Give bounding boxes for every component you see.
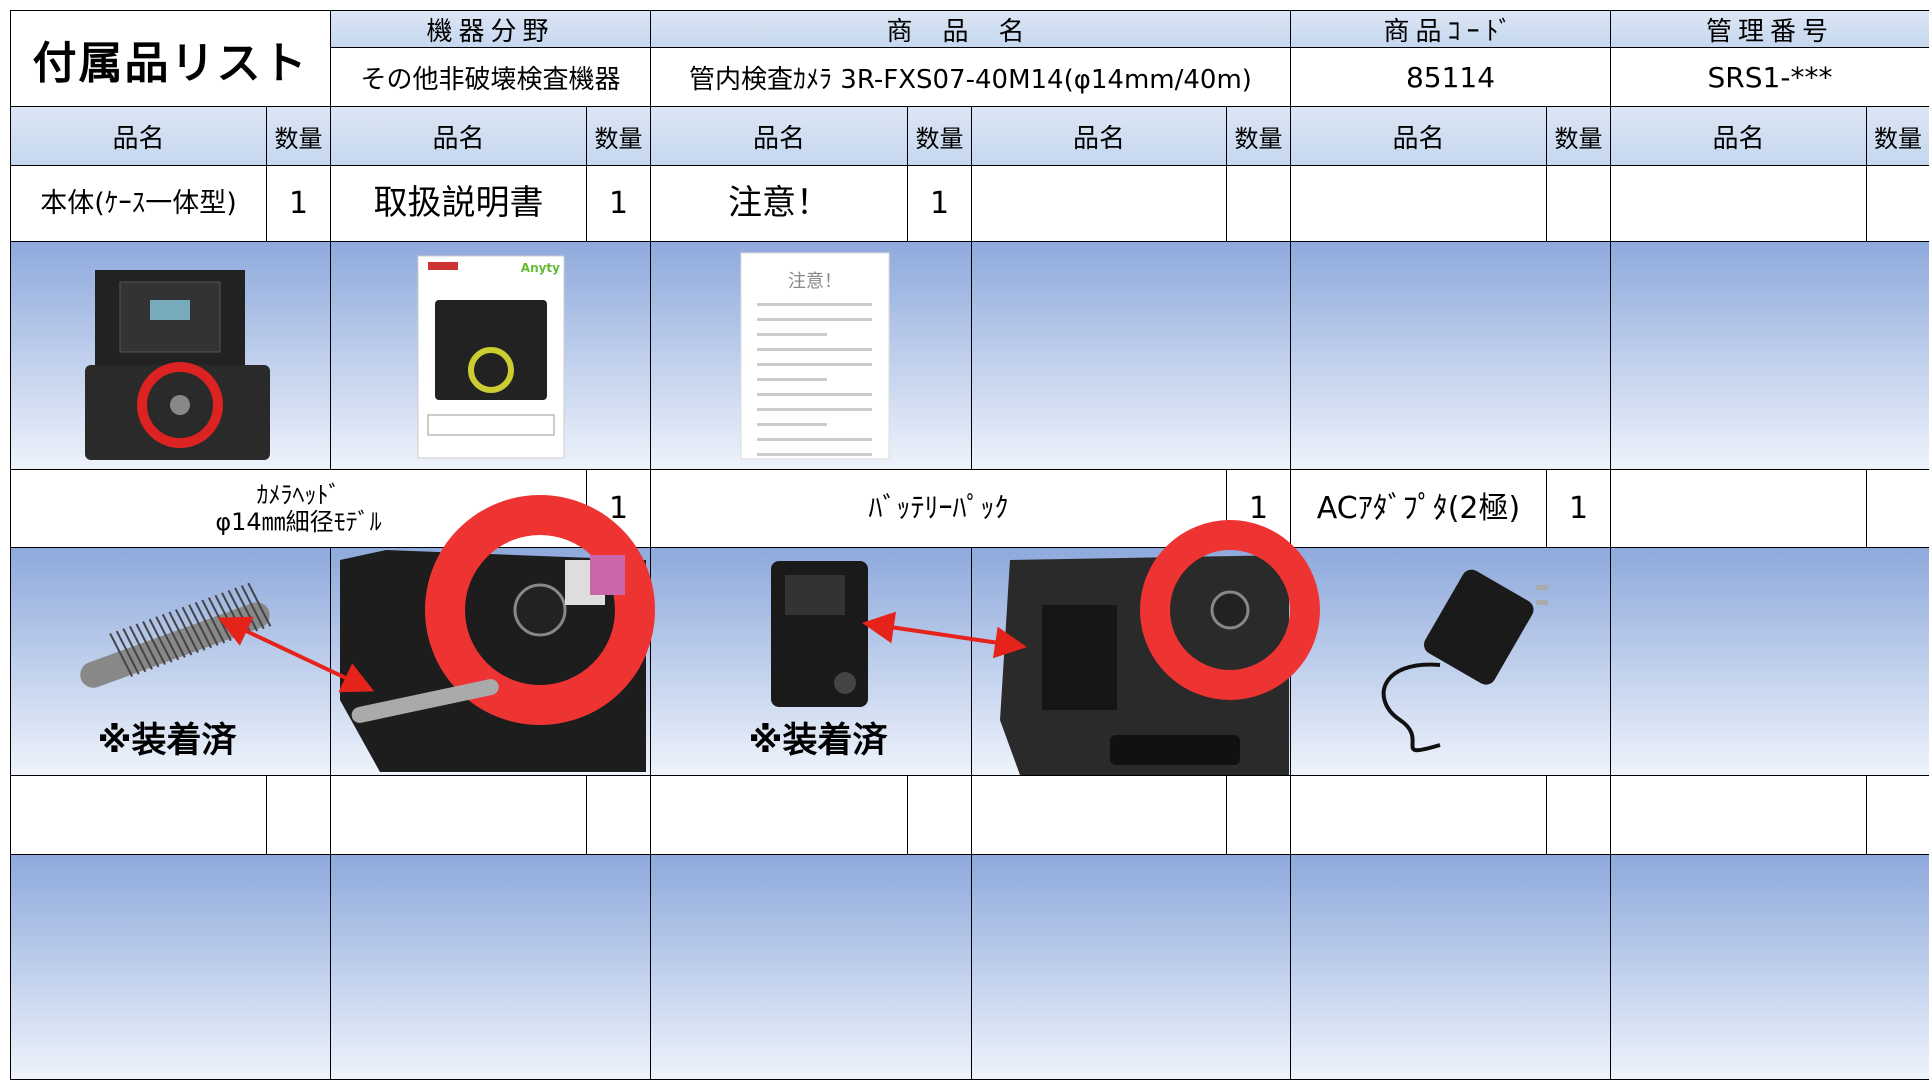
ac-adapter-image bbox=[1381, 569, 1548, 753]
management-value: SRS1-*** bbox=[1610, 47, 1929, 107]
battery-image bbox=[771, 561, 868, 707]
image-cell bbox=[971, 241, 1291, 470]
item-name: ACｱﾀﾞﾌﾟﾀ(2極) bbox=[1290, 469, 1547, 548]
column-header-name: 品名 bbox=[971, 106, 1227, 166]
reel-image bbox=[340, 495, 655, 772]
product-label: 商品名 bbox=[650, 10, 1291, 48]
manual-image: Anyty bbox=[417, 255, 565, 459]
note-title: 注意！ bbox=[788, 271, 842, 292]
code-label: 商品ｺｰﾄﾞ bbox=[1290, 10, 1611, 48]
battery-in-case-image bbox=[1000, 520, 1320, 775]
image-cell bbox=[1610, 854, 1929, 1080]
column-header-name: 品名 bbox=[650, 106, 908, 166]
annotation: ※装着済 bbox=[97, 721, 237, 761]
column-header-name: 品名 bbox=[1290, 106, 1547, 166]
column-header-name: 品名 bbox=[1610, 106, 1867, 166]
camera-head-image bbox=[80, 582, 272, 688]
image-cell bbox=[1290, 854, 1611, 1080]
image-cell bbox=[1290, 241, 1611, 470]
category-label: 機器分野 bbox=[330, 10, 651, 48]
note-image: 注意！ bbox=[740, 252, 890, 460]
column-header-name: 品名 bbox=[10, 106, 267, 166]
column-header-qty: 数量 bbox=[586, 106, 651, 166]
image-cell bbox=[971, 854, 1291, 1080]
image-cell bbox=[10, 854, 331, 1080]
arrow bbox=[862, 611, 1027, 659]
case-image bbox=[85, 270, 270, 460]
column-header-name: 品名 bbox=[330, 106, 587, 166]
item-name: 取扱説明書 bbox=[330, 165, 587, 242]
column-header-qty: 数量 bbox=[1866, 106, 1929, 166]
image-cell bbox=[1610, 241, 1929, 470]
svg-text:Anyty: Anyty bbox=[521, 261, 560, 275]
column-header-qty: 数量 bbox=[907, 106, 972, 166]
annotation: ※装着済 bbox=[748, 721, 888, 761]
column-header-qty: 数量 bbox=[1226, 106, 1291, 166]
management-label: 管理番号 bbox=[1610, 10, 1929, 48]
arrow bbox=[217, 616, 375, 693]
image-cell bbox=[1610, 547, 1929, 776]
